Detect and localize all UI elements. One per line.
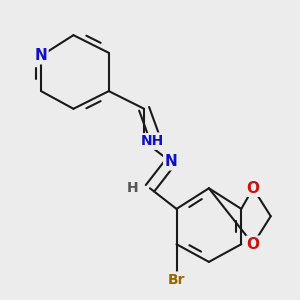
Text: NH: NH (141, 134, 164, 148)
Text: Br: Br (168, 273, 185, 286)
Text: N: N (35, 48, 47, 63)
Text: O: O (247, 237, 260, 252)
Text: H: H (127, 181, 138, 195)
Text: N: N (164, 154, 177, 169)
Text: O: O (247, 181, 260, 196)
Text: O: O (149, 134, 162, 149)
